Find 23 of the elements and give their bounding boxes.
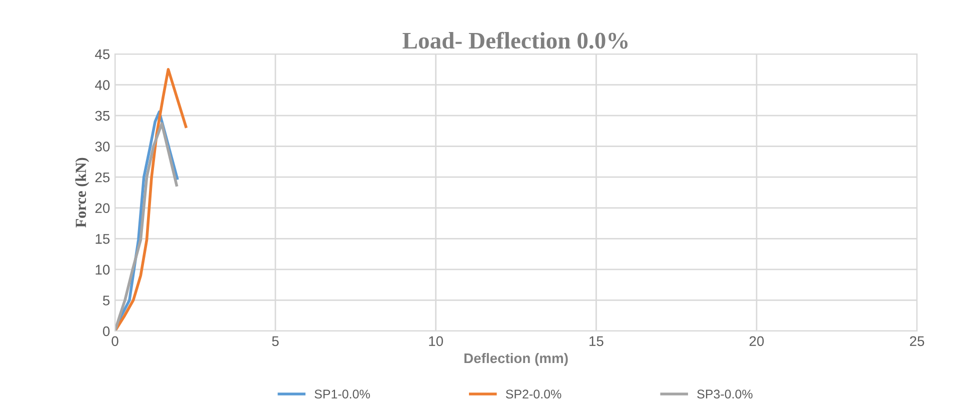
x-tick-label: 20 — [750, 336, 764, 346]
y-tick-label: 15 — [96, 234, 110, 244]
y-tick-label: 10 — [96, 264, 110, 275]
legend-label: SP2-0.0% — [506, 390, 562, 399]
x-tick-label: 5 — [272, 336, 279, 346]
y-tick-label: 30 — [95, 142, 110, 152]
y-axis-title: Force (kN) — [75, 158, 90, 228]
y-tick-label: 45 — [95, 49, 110, 60]
line-series — [115, 68, 188, 331]
x-axis-title: Deflection (mm) — [464, 352, 568, 366]
y-tick-label: 0 — [102, 326, 110, 336]
x-tick-label: 0 — [112, 336, 118, 346]
y-tick-label: 5 — [102, 296, 110, 306]
y-tick-label: 35 — [95, 110, 110, 121]
legend-label: SP1-0.0% — [314, 390, 370, 399]
x-tick-label: 15 — [590, 336, 604, 346]
x-tick-label: 25 — [910, 336, 924, 346]
y-tick-label: 25 — [95, 172, 110, 182]
x-tick-label: 10 — [429, 336, 443, 346]
y-tick-label: 20 — [95, 203, 110, 214]
chart-title: Load- Deflection 0.0% — [402, 32, 628, 49]
y-tick-label: 40 — [95, 80, 110, 90]
legend-label: SP3-0.0% — [697, 390, 752, 399]
